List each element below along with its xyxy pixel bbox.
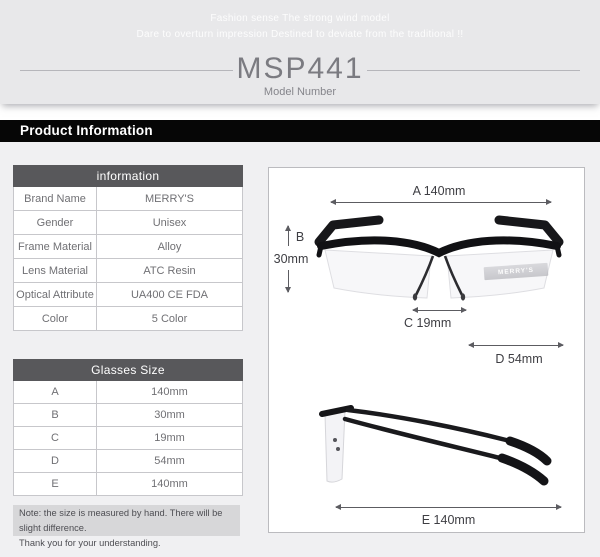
row-value: 19mm xyxy=(96,426,243,450)
size-table: Glasses Size A 140mm B 30mm C 19mm D 54m… xyxy=(13,359,243,496)
row-value: 5 Color xyxy=(96,306,243,331)
note-line-2: Thank you for your understanding. xyxy=(19,538,161,548)
row-value: Unisex xyxy=(96,210,243,235)
measure-e-arrow xyxy=(335,504,562,510)
divider-left xyxy=(20,70,233,71)
section-title: Product Information xyxy=(20,123,153,138)
row-label: C xyxy=(13,426,97,450)
measure-b-arrow-down xyxy=(285,270,291,293)
row-label: Gender xyxy=(13,210,97,235)
row-value: UA400 CE FDA xyxy=(96,282,243,307)
table-row: D 54mm xyxy=(13,449,243,473)
tagline-2: Dare to overturn impression Destined to … xyxy=(136,29,464,40)
measure-e-label: E 140mm xyxy=(421,513,476,527)
measure-b-value: 30mm xyxy=(273,252,309,266)
model-number-caption: Model Number xyxy=(263,86,337,98)
table-row: A 140mm xyxy=(13,380,243,404)
info-table-title: information xyxy=(13,165,243,187)
row-value: 54mm xyxy=(96,449,243,473)
table-row: Color 5 Color xyxy=(13,306,243,331)
divider-right xyxy=(367,70,580,71)
table-row: Frame Material Alloy xyxy=(13,234,243,259)
table-row: E 140mm xyxy=(13,472,243,496)
measure-c-label: C 19mm xyxy=(404,316,452,330)
row-label: B xyxy=(13,403,97,427)
glasses-side-image xyxy=(319,405,552,486)
diagram-panel: MERRY'S A 140mm B 30mm C 19mm D 54mm xyxy=(268,167,585,533)
measure-d-label: D 54mm xyxy=(495,352,543,366)
measure-a-arrow xyxy=(330,199,552,205)
table-row: B 30mm xyxy=(13,403,243,427)
section-bar: Product Information xyxy=(0,120,600,142)
row-label: A xyxy=(13,380,97,404)
table-row: Brand Name MERRY'S xyxy=(13,186,243,211)
table-row: C 19mm xyxy=(13,426,243,450)
row-label: Color xyxy=(13,306,97,331)
note-box: Note: the size is measured by hand. Ther… xyxy=(13,505,240,548)
size-table-title: Glasses Size xyxy=(13,359,243,381)
measure-b-arrow-up xyxy=(285,225,291,246)
row-label: Optical Attribute xyxy=(13,282,97,307)
measure-c-arrow xyxy=(412,307,467,313)
tagline-1: Fashion sense The strong wind model xyxy=(210,13,390,24)
row-value: Alloy xyxy=(96,234,243,259)
measure-d-arrow xyxy=(468,342,564,348)
row-value: 30mm xyxy=(96,403,243,427)
measure-b-letter: B xyxy=(295,230,305,244)
info-table: information Brand Name MERRY'S Gender Un… xyxy=(13,165,243,331)
table-row: Optical Attribute UA400 CE FDA xyxy=(13,282,243,307)
table-row: Lens Material ATC Resin xyxy=(13,258,243,283)
row-label: Lens Material xyxy=(13,258,97,283)
row-value: ATC Resin xyxy=(96,258,243,283)
row-value: MERRY'S xyxy=(96,186,243,211)
row-value: 140mm xyxy=(96,472,243,496)
content-area: information Brand Name MERRY'S Gender Un… xyxy=(0,142,600,557)
row-value: 140mm xyxy=(96,380,243,404)
row-label: D xyxy=(13,449,97,473)
note-line-1: Note: the size is measured by hand. Ther… xyxy=(19,508,223,533)
measure-a-label: A 140mm xyxy=(412,184,466,198)
glasses-front-image xyxy=(314,215,564,301)
row-label: Frame Material xyxy=(13,234,97,259)
row-label: Brand Name xyxy=(13,186,97,211)
model-number: MSP441 xyxy=(236,52,364,85)
row-label: E xyxy=(13,472,97,496)
brand-header: Fashion sense The strong wind model Dare… xyxy=(0,0,600,104)
table-row: Gender Unisex xyxy=(13,210,243,235)
